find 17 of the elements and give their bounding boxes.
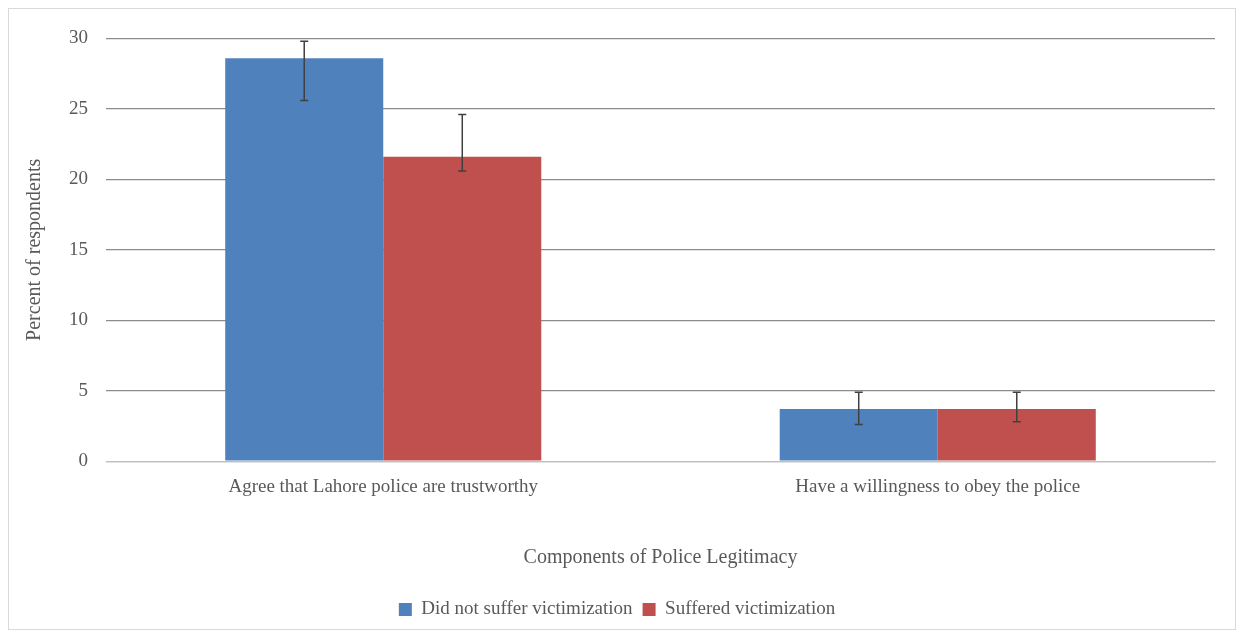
- y-tick-label: 25: [69, 96, 88, 118]
- bar: [937, 409, 1096, 461]
- y-tick-label: 20: [69, 167, 88, 189]
- y-axis-title: Percent of respondents: [22, 158, 46, 341]
- bar: [225, 58, 384, 461]
- legend-label: Suffered victimization: [665, 597, 836, 619]
- legend-label: Did not suffer victimization: [421, 597, 634, 619]
- bar: [779, 409, 938, 461]
- x-tick-label: Agree that Lahore police are trustworthy: [228, 474, 539, 496]
- y-tick-label: 0: [78, 449, 88, 471]
- y-tick-label: 15: [69, 237, 88, 259]
- y-tick-label: 30: [69, 26, 88, 48]
- y-tick-label: 10: [69, 308, 88, 330]
- x-tick-label: Have a willingness to obey the police: [795, 474, 1081, 496]
- bar: [383, 156, 542, 461]
- x-axis-title: Components of Police Legitimacy: [523, 545, 798, 569]
- y-tick-label: 5: [78, 378, 88, 400]
